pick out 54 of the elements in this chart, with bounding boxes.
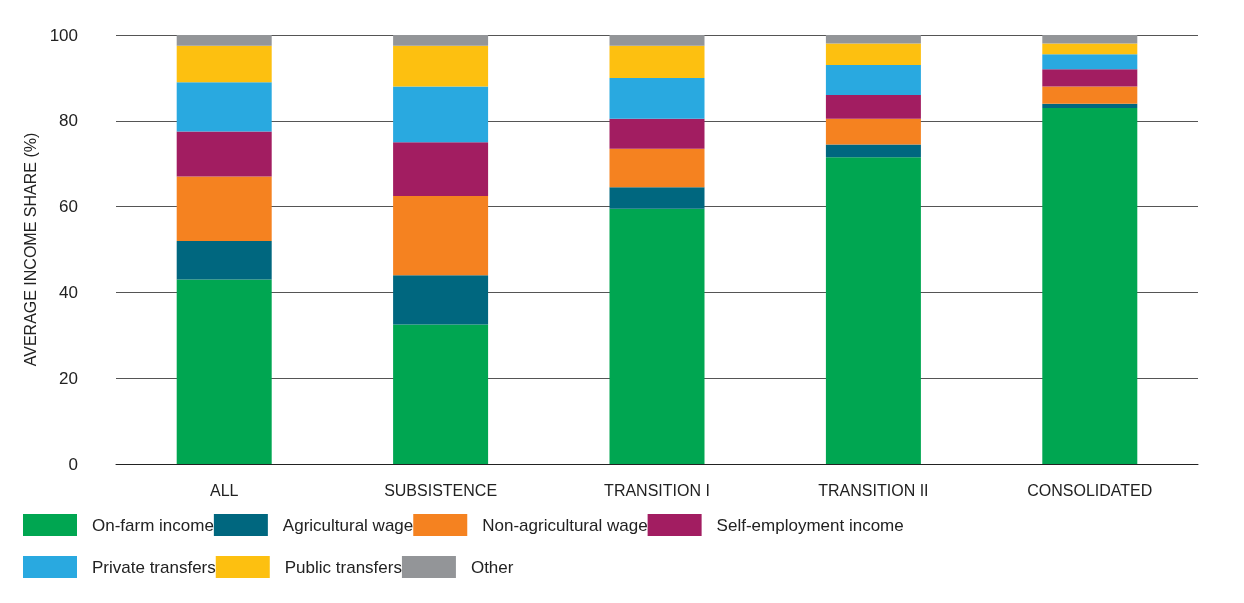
x-tick-label: TRANSITION II [818,481,929,499]
legend-label: Public transfers [284,557,402,577]
bar [1042,43,1138,55]
bar [393,142,489,196]
bar [176,45,272,83]
bar [825,35,921,44]
y-axis-title: AVERAGE INCOME SHARE (%) [22,132,40,367]
bar [393,275,489,325]
bar [609,187,705,209]
bar [176,35,272,46]
x-tick-label: ALL [209,481,239,499]
bar [393,35,489,46]
y-tick-label: 100 [49,25,78,45]
bar [609,45,705,78]
bar [825,144,921,158]
bar [1042,103,1138,108]
y-tick-label: 0 [68,454,78,474]
bar [1042,107,1138,464]
legend-label: Other [470,557,514,577]
bar [609,208,705,464]
x-tick-label: SUBSISTENCE [384,481,498,499]
bar [825,65,921,96]
legend-label: On-farm income [92,515,214,535]
y-tick-label: 20 [59,368,78,388]
bar [609,77,705,119]
bar [393,324,489,464]
legend-label: Private transfers [92,557,216,577]
bar [825,157,921,464]
bar [1042,86,1138,104]
y-tick-label: 80 [59,111,78,131]
bar [1042,35,1138,44]
bar [393,86,489,143]
x-tick-label: TRANSITION I [604,481,710,499]
bar [176,240,272,280]
y-tick-label: 60 [59,197,78,217]
bar [825,95,921,119]
legend-label: Self-employment income [716,515,904,535]
bar [393,195,489,276]
bar [609,118,705,149]
y-tick-label: 40 [59,282,78,302]
x-tick-label: CONSOLIDATED [1027,481,1153,499]
bar [609,35,705,46]
bar [176,176,272,241]
bar [1042,54,1138,70]
bar [176,279,272,464]
bar [176,82,272,132]
bar [825,118,921,145]
bar [609,148,705,188]
legend-label: Agricultural wage [282,515,414,535]
bar [825,43,921,66]
bar [393,45,489,87]
legend-label: Non-agricultural wage [482,515,648,535]
bar [1042,69,1138,87]
bar [176,131,272,177]
